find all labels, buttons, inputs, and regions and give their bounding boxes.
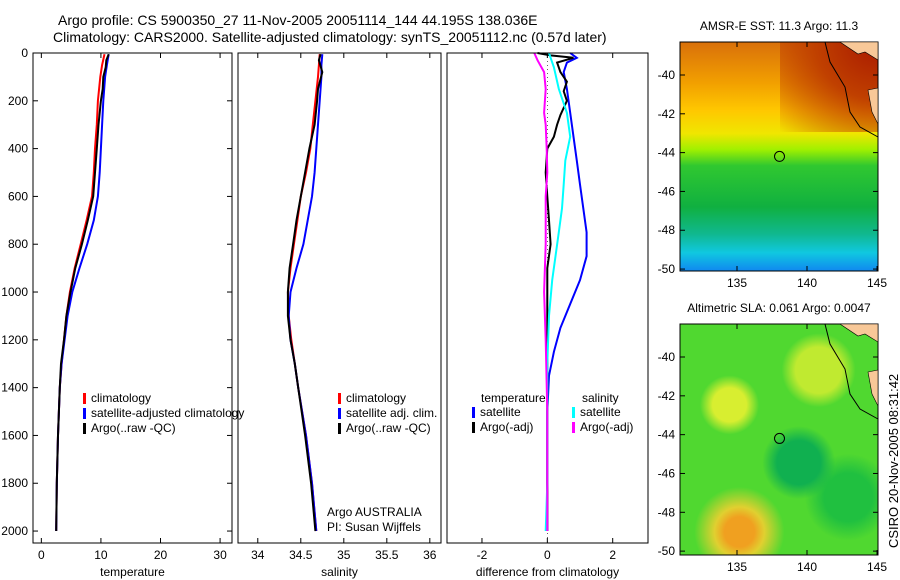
x-tick-label: 145: [867, 560, 887, 574]
y-tick-label: 400: [8, 142, 28, 156]
argo-position-marker: [774, 432, 786, 444]
y-tick-label: -42: [658, 107, 676, 121]
map-title: AMSR-E SST: 11.3 Argo: 11.3: [700, 19, 859, 33]
axes-background: [33, 53, 232, 543]
y-tick-label: 800: [8, 237, 28, 251]
temperature-legend-label: satellite-adjusted climatology: [91, 406, 244, 420]
y-tick-label: 1400: [1, 381, 28, 395]
y-tick-label: -48: [658, 505, 676, 519]
difference-legend-temperature-swatch: [472, 407, 475, 418]
series-line-salinity-argo-adj-: [533, 52, 549, 531]
coastline: [824, 323, 879, 420]
difference-legend-temperature-label: satellite: [480, 405, 521, 419]
x-tick-label: 10: [94, 548, 108, 562]
difference-legend-salinity-label: Argo(-adj): [580, 420, 633, 434]
series-line-argo-raw-qc-: [286, 53, 324, 532]
figure-title-line1: Argo profile: CS 5900350_27 11-Nov-2005 …: [58, 12, 538, 28]
difference-legend-header-salinity: salinity: [582, 391, 619, 405]
side-timestamp-label: CSIRO 20-Nov-2005 08:31:42: [886, 373, 900, 548]
x-tick-label: 35.5: [375, 548, 399, 562]
y-tick-label: -50: [658, 262, 676, 276]
salinity-legend-swatch: [338, 423, 341, 434]
y-tick-label: -42: [658, 389, 676, 403]
temperature-legend-label: climatology: [91, 391, 151, 405]
series-line-temperature-argo-adj-: [537, 52, 574, 531]
x-tick-label: -2: [477, 548, 488, 562]
axes-frame: [237, 52, 442, 544]
x-tick-label: 135: [727, 560, 747, 574]
x-tick-label: 34.5: [289, 548, 313, 562]
y-tick-label: -46: [658, 184, 676, 198]
land-tasmania: [867, 87, 879, 125]
x-tick-label: 140: [797, 560, 817, 574]
y-tick-label: -44: [658, 146, 676, 160]
x-tick-label: 2: [609, 548, 616, 562]
temperature-legend-swatch: [83, 423, 86, 434]
x-tick-label: 145: [867, 276, 887, 290]
y-tick-label: 1600: [1, 428, 28, 442]
x-axis-label: difference from climatology: [476, 565, 619, 579]
sla-map-background: [680, 324, 878, 555]
y-tick-label: -48: [658, 223, 676, 237]
land: [839, 41, 879, 61]
salinity-legend-swatch: [338, 408, 341, 419]
x-tick-label: 140: [797, 276, 817, 290]
x-tick-label: 0: [38, 548, 45, 562]
coastline: [824, 41, 879, 138]
map-title: Altimetric SLA: 0.061 Argo: 0.0047: [687, 301, 871, 315]
x-axis-label: salinity: [321, 565, 358, 579]
x-tick-label: 34: [251, 548, 265, 562]
series-line-temperature-satellite: [546, 52, 588, 531]
series-line-argo-raw-qc-: [55, 53, 110, 532]
y-tick-label: -50: [658, 544, 676, 558]
temperature-legend-swatch: [83, 393, 86, 404]
argo-position-marker: [774, 150, 786, 162]
axes-frame: [32, 52, 233, 544]
salinity-legend-label: climatology: [346, 391, 406, 405]
annotation-line1: Argo AUSTRALIA: [327, 505, 422, 519]
difference-legend-salinity-label: satellite: [580, 405, 621, 419]
y-tick-label: 600: [8, 189, 28, 203]
land-tasmania: [867, 369, 879, 407]
temperature-legend-swatch: [83, 408, 86, 419]
x-axis-label: temperature: [100, 565, 165, 579]
difference-legend-header-temperature: temperature: [481, 391, 546, 405]
x-tick-label: 30: [213, 548, 227, 562]
salinity-legend-label: Argo(..raw -QC): [346, 421, 431, 435]
y-tick-label: -40: [658, 68, 676, 82]
y-tick-label: 2000: [1, 524, 28, 538]
difference-legend-temperature-swatch: [472, 422, 475, 433]
y-tick-label: 0: [21, 46, 28, 60]
salinity-legend-label: satellite adj. clim.: [346, 406, 437, 420]
x-tick-label: 0: [544, 548, 551, 562]
y-tick-label: 1800: [1, 476, 28, 490]
y-tick-label: -40: [658, 350, 676, 364]
y-tick-label: 1200: [1, 333, 28, 347]
x-tick-label: 36: [423, 548, 437, 562]
difference-legend-salinity-swatch: [572, 422, 575, 433]
axes-background: [238, 53, 441, 543]
axes-frame: [679, 41, 879, 272]
y-tick-label: -46: [658, 466, 676, 480]
difference-legend-salinity-swatch: [572, 407, 575, 418]
difference-legend-temperature-label: Argo(-adj): [480, 420, 533, 434]
annotation-line2: PI: Susan Wijffels: [327, 520, 421, 534]
land: [839, 323, 879, 343]
temperature-legend-label: Argo(..raw -QC): [91, 421, 176, 435]
figure-title-line2: Climatology: CARS2000. Satellite-adjuste…: [53, 29, 607, 45]
y-tick-label: 1000: [1, 285, 28, 299]
y-tick-label: -44: [658, 428, 676, 442]
y-tick-label: 200: [8, 94, 28, 108]
salinity-legend-swatch: [338, 393, 341, 404]
x-tick-label: 35: [337, 548, 351, 562]
axes-frame: [679, 323, 879, 556]
x-tick-label: 135: [727, 276, 747, 290]
x-tick-label: 20: [154, 548, 168, 562]
